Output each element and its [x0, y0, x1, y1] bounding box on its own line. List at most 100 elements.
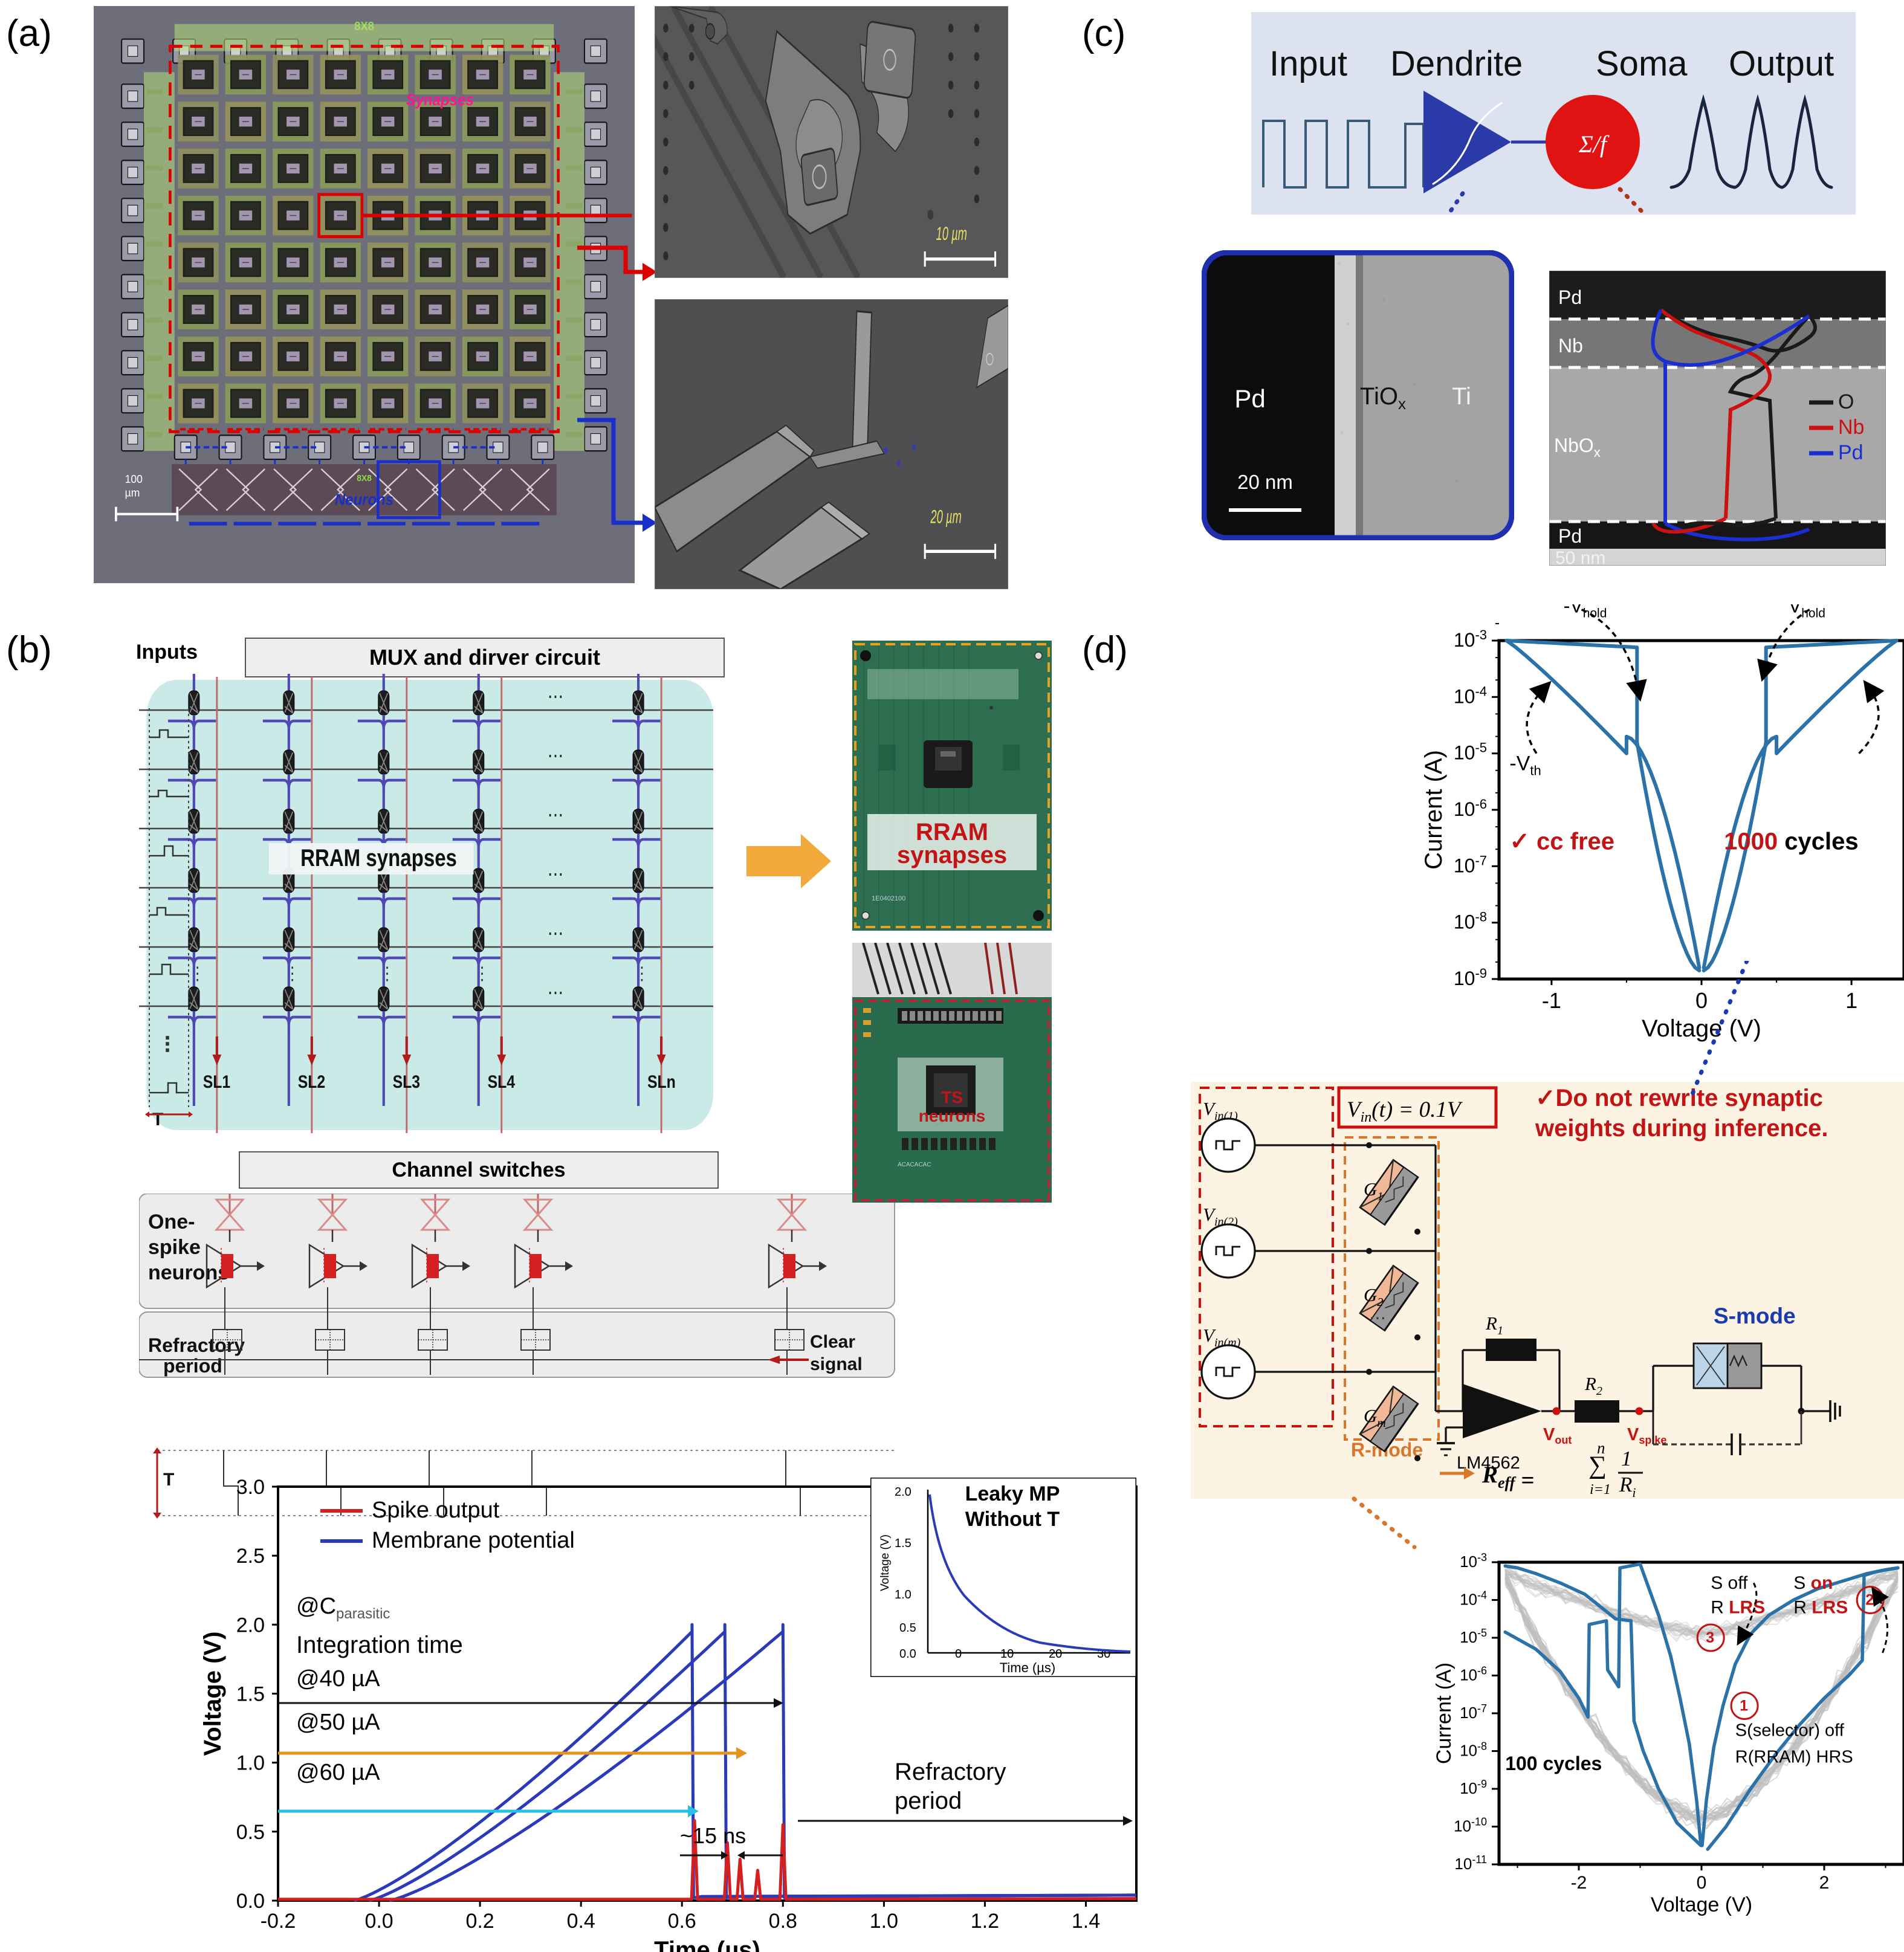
svg-text:20 µm: 20 µm: [930, 507, 962, 528]
svg-text:⋯: ⋯: [1369, 1308, 1386, 1327]
svg-text:R LRS: R LRS: [1793, 1597, 1848, 1617]
svg-text:-2: -2: [1571, 1873, 1587, 1893]
svg-text:3.0: 3.0: [236, 1478, 265, 1499]
svg-text:Pd: Pd: [1234, 384, 1265, 413]
svg-text:1.5: 1.5: [895, 1537, 912, 1550]
svg-text:⋯: ⋯: [548, 804, 563, 826]
svg-text:1.5: 1.5: [236, 1683, 265, 1706]
svg-text:20: 20: [1049, 1647, 1062, 1661]
svg-text:Integration time: Integration time: [296, 1632, 463, 1658]
svg-text:10-8: 10-8: [1460, 1740, 1487, 1760]
svg-text:⋯: ⋯: [548, 923, 563, 945]
svg-text:Output: Output: [1729, 44, 1834, 83]
svg-text:@60 µA: @60 µA: [296, 1760, 380, 1785]
svg-text:10 µm: 10 µm: [936, 224, 967, 244]
svg-text:-0.2: -0.2: [261, 1910, 296, 1933]
svg-text:NbOx: NbOx: [1554, 435, 1601, 460]
svg-text:Σ/f: Σ/f: [1578, 131, 1610, 158]
svg-text:2.0: 2.0: [236, 1614, 265, 1637]
svg-text:R(RRAM) HRS: R(RRAM) HRS: [1735, 1747, 1853, 1766]
svg-text:@40 µA: @40 µA: [296, 1666, 380, 1692]
svg-text:⋯: ⋯: [548, 982, 563, 1004]
svg-text:1.2: 1.2: [971, 1910, 999, 1933]
svg-text:TS: TS: [941, 1088, 963, 1107]
svg-text:10-4: 10-4: [1460, 1589, 1487, 1609]
svg-text:spike: spike: [148, 1236, 201, 1259]
svg-text:100 cycles: 100 cycles: [1505, 1753, 1602, 1774]
svg-text:10-4: 10-4: [1454, 684, 1487, 707]
svg-text:0.6: 0.6: [668, 1910, 696, 1933]
svg-text:0.8: 0.8: [769, 1910, 797, 1933]
svg-text:0.0: 0.0: [364, 1910, 393, 1933]
svg-text:2.5: 2.5: [236, 1545, 265, 1568]
svg-text:Nb: Nb: [1838, 416, 1864, 439]
svg-text:Clear: Clear: [810, 1332, 855, 1352]
svg-text:10: 10: [1000, 1647, 1014, 1661]
svg-text:⋮: ⋮: [285, 963, 300, 984]
svg-text:3: 3: [1706, 1629, 1714, 1646]
svg-text:1.0: 1.0: [870, 1910, 898, 1933]
svg-text:Input: Input: [1269, 44, 1347, 83]
svg-text:Refractory: Refractory: [895, 1759, 1006, 1785]
svg-text:Membrane potential: Membrane potential: [372, 1528, 575, 1553]
svg-text:Voltage (V): Voltage (V): [879, 1534, 892, 1591]
svg-text:0.5: 0.5: [236, 1821, 265, 1844]
svg-text:S(selector) off: S(selector) off: [1735, 1721, 1845, 1740]
svg-text:1E0402100: 1E0402100: [872, 895, 905, 902]
svg-text:20 nm: 20 nm: [1237, 471, 1293, 493]
svg-text:100: 100: [125, 473, 143, 485]
svg-text:0.5: 0.5: [899, 1621, 916, 1635]
svg-text:0.2: 0.2: [465, 1910, 494, 1933]
svg-text:0.0: 0.0: [899, 1647, 916, 1661]
svg-text:10-3: 10-3: [1454, 627, 1487, 651]
svg-text:1000 cycles: 1000 cycles: [1724, 828, 1858, 855]
svg-text:⋯: ⋯: [548, 864, 563, 885]
svg-text:T: T: [152, 1110, 163, 1130]
svg-text:Pd: Pd: [1558, 525, 1582, 547]
svg-text:i=1: i=1: [1590, 1482, 1611, 1498]
svg-text:10-6: 10-6: [1460, 1665, 1487, 1684]
svg-text:0.4: 0.4: [567, 1910, 595, 1933]
svg-text:10-6: 10-6: [1454, 797, 1487, 820]
svg-text:⋮: ⋮: [380, 963, 395, 984]
svg-text:-1: -1: [1542, 988, 1561, 1013]
svg-text:Ti: Ti: [1452, 383, 1471, 410]
svg-text:~15 ns: ~15 ns: [680, 1823, 746, 1848]
svg-text:Nb: Nb: [1558, 335, 1583, 357]
svg-text:One-: One-: [148, 1210, 195, 1233]
svg-text:10-8: 10-8: [1454, 910, 1487, 933]
svg-text:⋮: ⋮: [474, 963, 490, 984]
svg-text:10-5: 10-5: [1460, 1627, 1487, 1646]
svg-text:Pd: Pd: [1558, 286, 1582, 308]
svg-text:1: 1: [1621, 1447, 1632, 1470]
svg-text:Soma: Soma: [1596, 44, 1688, 83]
svg-text:Dendrite: Dendrite: [1390, 44, 1523, 83]
svg-text:Voltage (V): Voltage (V): [1651, 1893, 1752, 1916]
svg-text:8X8: 8X8: [357, 473, 372, 483]
svg-text:1.0: 1.0: [895, 1588, 912, 1601]
svg-text:1: 1: [1845, 988, 1857, 1013]
svg-text:10-9: 10-9: [1454, 966, 1487, 989]
svg-text:O: O: [1838, 390, 1854, 413]
svg-text:S-mode: S-mode: [1714, 1304, 1796, 1328]
svg-text:⋯: ⋯: [548, 686, 563, 708]
svg-text:10-9: 10-9: [1460, 1778, 1487, 1797]
svg-text:Synapses: Synapses: [406, 91, 474, 109]
svg-text:ACACACAC: ACACACAC: [898, 1162, 931, 1168]
svg-text:Spike output: Spike output: [372, 1498, 500, 1523]
svg-text:Time (µs): Time (µs): [654, 1937, 760, 1952]
svg-text:@50 µA: @50 µA: [296, 1710, 380, 1735]
svg-text:10-10: 10-10: [1454, 1816, 1487, 1835]
svg-text:Current (A): Current (A): [1433, 1663, 1456, 1764]
svg-text:2: 2: [1819, 1873, 1830, 1893]
svg-text:period: period: [163, 1355, 222, 1377]
svg-text:SL2: SL2: [298, 1071, 325, 1092]
svg-text:@Cparasitic: @Cparasitic: [296, 1594, 390, 1622]
svg-text:Neurons: Neurons: [335, 491, 393, 509]
svg-text:S on: S on: [1793, 1573, 1833, 1593]
svg-text:1.0: 1.0: [236, 1752, 265, 1775]
svg-text:✓ cc free: ✓ cc free: [1509, 828, 1614, 855]
svg-text:Current (A): Current (A): [1420, 750, 1447, 870]
svg-text:Leaky MP: Leaky MP: [965, 1482, 1060, 1505]
svg-text:2.0: 2.0: [895, 1485, 912, 1499]
